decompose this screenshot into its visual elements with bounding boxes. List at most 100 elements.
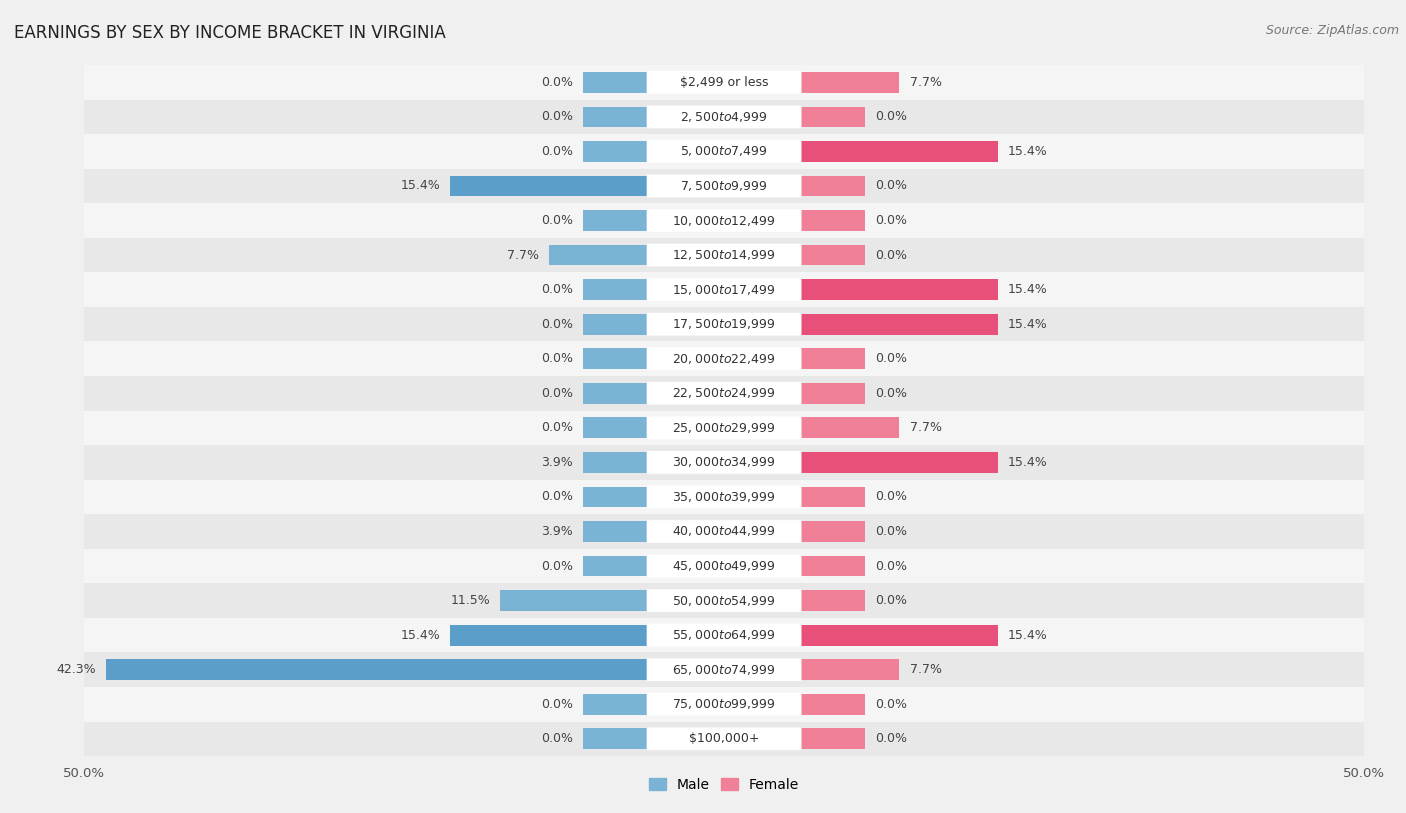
Text: 0.0%: 0.0%	[875, 698, 907, 711]
Text: 0.0%: 0.0%	[541, 559, 574, 572]
Bar	[105, 659, 647, 680]
Text: 0.0%: 0.0%	[541, 283, 574, 296]
Text: $2,499 or less: $2,499 or less	[681, 76, 768, 89]
Bar	[801, 693, 865, 715]
Bar	[84, 687, 1364, 722]
FancyBboxPatch shape	[647, 382, 801, 405]
Text: $65,000 to $74,999: $65,000 to $74,999	[672, 663, 776, 676]
Bar	[801, 555, 865, 576]
Bar	[84, 307, 1364, 341]
FancyBboxPatch shape	[647, 106, 801, 128]
Text: 15.4%: 15.4%	[1008, 628, 1047, 641]
Bar	[801, 279, 998, 300]
Text: $12,500 to $14,999: $12,500 to $14,999	[672, 248, 776, 262]
Text: 15.4%: 15.4%	[1008, 145, 1047, 158]
Bar	[84, 237, 1364, 272]
Bar	[84, 65, 1364, 99]
Text: 0.0%: 0.0%	[875, 387, 907, 400]
FancyBboxPatch shape	[647, 278, 801, 301]
Text: 11.5%: 11.5%	[450, 594, 489, 607]
Bar	[801, 141, 998, 162]
Text: 42.3%: 42.3%	[56, 663, 96, 676]
Bar	[801, 72, 900, 93]
Bar	[801, 624, 998, 646]
Text: $30,000 to $34,999: $30,000 to $34,999	[672, 455, 776, 469]
Bar	[583, 728, 647, 749]
Text: 15.4%: 15.4%	[401, 180, 440, 193]
Text: $20,000 to $22,499: $20,000 to $22,499	[672, 352, 776, 366]
FancyBboxPatch shape	[647, 554, 801, 577]
Bar	[801, 486, 865, 507]
FancyBboxPatch shape	[647, 659, 801, 681]
Bar	[801, 210, 865, 231]
Bar	[84, 445, 1364, 480]
Bar	[583, 521, 647, 541]
Bar	[583, 107, 647, 127]
Bar	[801, 107, 865, 127]
Bar	[801, 590, 865, 611]
Text: 15.4%: 15.4%	[1008, 318, 1047, 331]
Bar	[84, 411, 1364, 445]
Bar	[801, 176, 865, 196]
FancyBboxPatch shape	[647, 140, 801, 163]
Text: $50,000 to $54,999: $50,000 to $54,999	[672, 593, 776, 607]
Bar	[801, 383, 865, 403]
Bar	[84, 549, 1364, 583]
Bar	[84, 134, 1364, 168]
Bar	[84, 203, 1364, 237]
Bar	[84, 480, 1364, 514]
Bar	[583, 452, 647, 472]
Text: 0.0%: 0.0%	[875, 352, 907, 365]
Text: 0.0%: 0.0%	[875, 111, 907, 124]
Text: $15,000 to $17,499: $15,000 to $17,499	[672, 283, 776, 297]
Text: 0.0%: 0.0%	[541, 733, 574, 746]
Bar	[84, 99, 1364, 134]
Bar	[583, 417, 647, 438]
Bar	[583, 693, 647, 715]
FancyBboxPatch shape	[647, 71, 801, 93]
Text: 15.4%: 15.4%	[401, 628, 440, 641]
FancyBboxPatch shape	[647, 313, 801, 336]
Text: 0.0%: 0.0%	[541, 421, 574, 434]
Text: 0.0%: 0.0%	[875, 214, 907, 227]
Text: 0.0%: 0.0%	[875, 180, 907, 193]
Bar	[583, 314, 647, 334]
Bar	[84, 168, 1364, 203]
FancyBboxPatch shape	[647, 175, 801, 198]
Text: 0.0%: 0.0%	[541, 352, 574, 365]
Bar	[583, 141, 647, 162]
Bar	[84, 341, 1364, 376]
Text: 7.7%: 7.7%	[506, 249, 538, 262]
Text: EARNINGS BY SEX BY INCOME BRACKET IN VIRGINIA: EARNINGS BY SEX BY INCOME BRACKET IN VIR…	[14, 24, 446, 42]
Bar	[450, 624, 647, 646]
Bar	[84, 272, 1364, 307]
Text: 0.0%: 0.0%	[541, 490, 574, 503]
Text: 0.0%: 0.0%	[875, 525, 907, 538]
Bar	[583, 348, 647, 369]
Bar	[583, 279, 647, 300]
FancyBboxPatch shape	[647, 589, 801, 612]
Text: 7.7%: 7.7%	[910, 76, 942, 89]
FancyBboxPatch shape	[647, 416, 801, 439]
Text: 0.0%: 0.0%	[875, 594, 907, 607]
Text: $25,000 to $29,999: $25,000 to $29,999	[672, 421, 776, 435]
Bar	[501, 590, 647, 611]
FancyBboxPatch shape	[647, 728, 801, 750]
Bar	[801, 314, 998, 334]
Text: $2,500 to $4,999: $2,500 to $4,999	[681, 110, 768, 124]
Bar	[84, 722, 1364, 756]
Text: 0.0%: 0.0%	[541, 318, 574, 331]
Bar	[583, 210, 647, 231]
Text: $75,000 to $99,999: $75,000 to $99,999	[672, 698, 776, 711]
Text: $100,000+: $100,000+	[689, 733, 759, 746]
Text: 0.0%: 0.0%	[541, 698, 574, 711]
Bar	[84, 376, 1364, 411]
Bar	[450, 176, 647, 196]
Text: 0.0%: 0.0%	[541, 145, 574, 158]
Bar	[548, 245, 647, 265]
Bar	[583, 486, 647, 507]
Bar	[801, 659, 900, 680]
Text: 0.0%: 0.0%	[541, 111, 574, 124]
Text: 0.0%: 0.0%	[875, 733, 907, 746]
Legend: Male, Female: Male, Female	[644, 772, 804, 798]
